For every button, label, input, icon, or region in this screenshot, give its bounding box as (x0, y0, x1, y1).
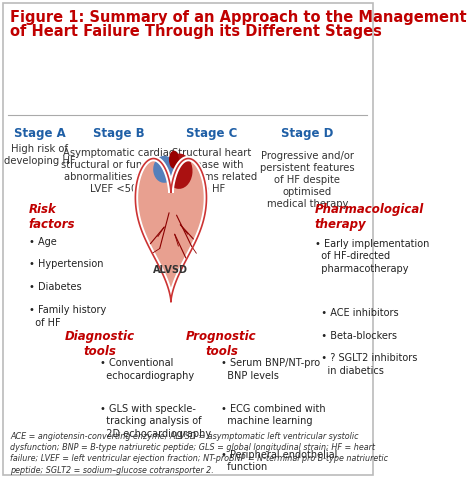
Text: ALVSD: ALVSD (154, 265, 189, 275)
Text: Diagnostic
tools: Diagnostic tools (65, 330, 135, 357)
Ellipse shape (166, 154, 192, 189)
Text: Progressive and/or
persistent features
of HF despite
optimised
medical therapy: Progressive and/or persistent features o… (260, 151, 355, 209)
Text: Pharmacological
therapy: Pharmacological therapy (315, 203, 424, 231)
Text: • ACE inhibitors: • ACE inhibitors (315, 308, 399, 318)
Text: Figure 1: Summary of an Approach to the Management: Figure 1: Summary of an Approach to the … (10, 10, 467, 25)
Text: Asymptomatic cardiac
structural or functional
abnormalities with an
LVEF <50%: Asymptomatic cardiac structural or funct… (61, 148, 176, 194)
Text: Stage C: Stage C (186, 127, 238, 140)
Text: • Conventional
  echocardiography: • Conventional echocardiography (100, 358, 194, 380)
Ellipse shape (169, 150, 179, 169)
Text: • GLS with speckle-
  tracking analysis of
  2D echocardiography: • GLS with speckle- tracking analysis of… (100, 404, 211, 439)
Text: • Serum BNP/NT-pro
  BNP levels: • Serum BNP/NT-pro BNP levels (221, 358, 320, 380)
FancyBboxPatch shape (2, 3, 373, 475)
Text: • Age: • Age (29, 237, 56, 247)
Text: • Hypertension: • Hypertension (29, 260, 103, 270)
Text: • Beta-blockers: • Beta-blockers (315, 331, 397, 341)
Text: of Heart Failure Through its Different Stages: of Heart Failure Through its Different S… (10, 23, 382, 39)
Text: • Early implementation
  of HF-directed
  pharmacotherapy: • Early implementation of HF-directed ph… (315, 239, 429, 274)
Text: • Diabetes: • Diabetes (29, 282, 82, 292)
Text: Prognostic
tools: Prognostic tools (186, 330, 257, 357)
Text: • ? SGLT2 inhibitors
    in diabetics: • ? SGLT2 inhibitors in diabetics (315, 354, 418, 376)
Text: ACE = angiotensin-converting enzyme; ALVSD = asymptomatic left ventricular systo: ACE = angiotensin-converting enzyme; ALV… (10, 432, 388, 475)
Ellipse shape (153, 156, 175, 183)
Text: • Peripheral endothelial
  function: • Peripheral endothelial function (221, 450, 338, 472)
Text: Stage D: Stage D (281, 127, 334, 140)
Text: • Family history
  of HF: • Family history of HF (29, 305, 106, 328)
Polygon shape (136, 159, 207, 302)
Text: Stage B: Stage B (93, 127, 145, 140)
Text: Structural heart
disease with
symptoms related
to HF: Structural heart disease with symptoms r… (167, 148, 257, 194)
Text: • ECG combined with
  machine learning: • ECG combined with machine learning (221, 404, 326, 426)
Text: High risk of
developing HF: High risk of developing HF (4, 144, 76, 166)
Text: Risk
factors: Risk factors (29, 203, 75, 231)
Text: Stage A: Stage A (14, 127, 66, 140)
